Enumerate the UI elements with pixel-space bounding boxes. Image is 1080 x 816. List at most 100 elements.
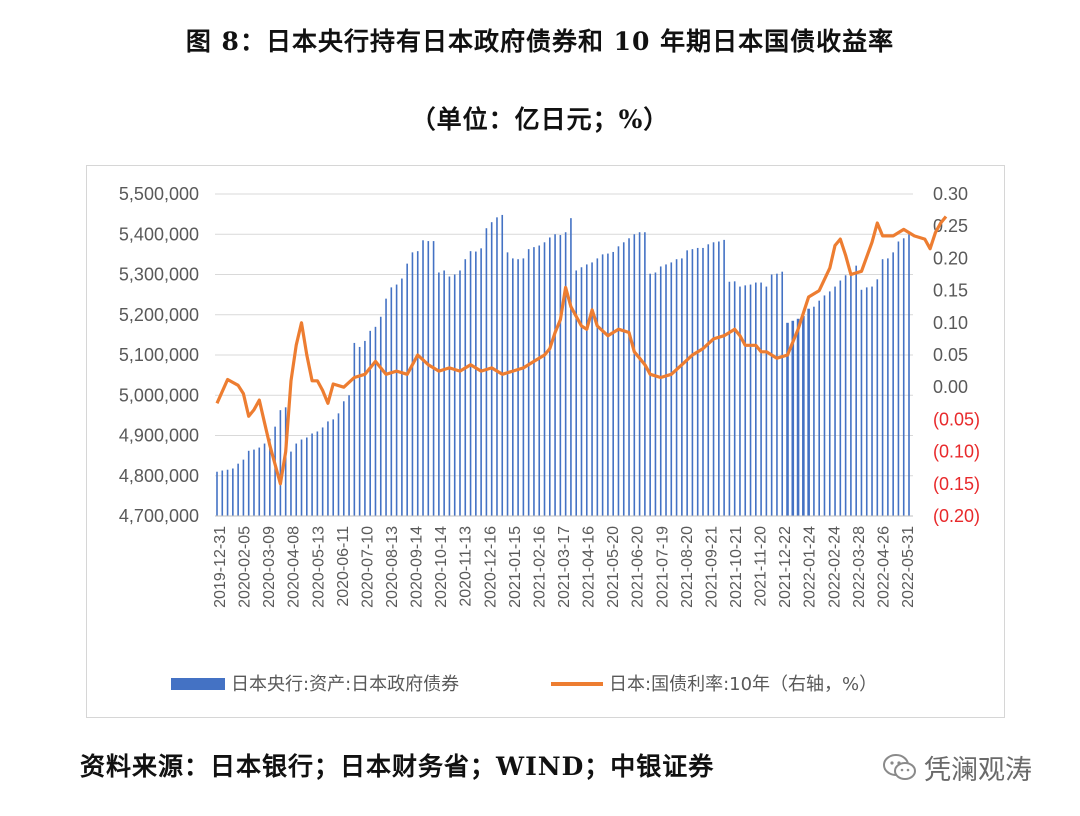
x-axis-tick-label: 2020-05-13 xyxy=(310,526,327,608)
x-axis-tick-label: 2020-11-13 xyxy=(458,526,475,607)
x-axis-tick-label: 2021-06-20 xyxy=(630,526,647,608)
bar xyxy=(385,298,387,516)
bar xyxy=(395,284,398,516)
bar xyxy=(813,306,815,516)
bar xyxy=(744,285,747,516)
bar xyxy=(216,471,218,516)
right-axis-tick-label: 0.05 xyxy=(933,345,968,365)
bar xyxy=(485,228,488,516)
legend-bar-label: 日本央行:资产:日本政府债券 xyxy=(231,674,459,695)
bar xyxy=(422,240,424,516)
bar xyxy=(675,259,678,516)
bar xyxy=(306,437,308,516)
bar xyxy=(855,265,857,516)
bar xyxy=(681,258,683,516)
bar xyxy=(253,449,255,516)
bar xyxy=(876,279,879,516)
bar xyxy=(865,287,868,516)
x-axis-tick-label: 2019-12-31 xyxy=(212,526,229,608)
bar xyxy=(475,251,477,516)
x-axis-tick-label: 2021-11-20 xyxy=(753,526,770,607)
left-axis-tick-label: 4,900,000 xyxy=(119,426,199,446)
bar xyxy=(776,273,778,516)
left-axis-tick-label: 5,400,000 xyxy=(119,224,199,244)
bar xyxy=(533,247,535,516)
bar xyxy=(242,459,245,516)
x-axis-tick-label: 2020-08-13 xyxy=(384,526,401,608)
bar xyxy=(512,258,514,516)
x-axis-tick-label: 2022-04-26 xyxy=(875,526,892,608)
bar xyxy=(448,276,451,516)
left-axis-tick-label: 5,100,000 xyxy=(119,345,199,365)
bar xyxy=(897,241,900,516)
bar xyxy=(411,252,414,517)
bar xyxy=(501,214,504,516)
bar xyxy=(438,272,440,516)
bar xyxy=(839,280,842,516)
x-axis-tick-label: 2022-05-31 xyxy=(900,526,917,608)
chart-svg: 4,700,000 4,800,000 4,900,000 5,000,000 5,10… xyxy=(119,184,980,695)
right-axis-tick-label: 0.10 xyxy=(933,313,968,333)
bar xyxy=(696,247,699,516)
x-axis-tick-label: 2021-04-16 xyxy=(581,526,598,608)
bar xyxy=(628,238,630,516)
bar xyxy=(786,322,789,516)
bar xyxy=(290,451,292,516)
bar xyxy=(506,252,509,517)
bar xyxy=(416,251,419,516)
bar xyxy=(374,326,377,516)
bar xyxy=(739,286,741,516)
bar xyxy=(591,262,593,516)
bar xyxy=(844,275,847,516)
bar xyxy=(791,320,795,516)
x-axis-tick-label: 2020-07-10 xyxy=(359,526,376,608)
bar xyxy=(517,259,519,516)
bar xyxy=(723,239,725,516)
bar xyxy=(554,234,556,516)
bar xyxy=(226,469,229,516)
bar xyxy=(686,250,688,516)
x-axis-tick-label: 2020-09-14 xyxy=(409,526,426,608)
bar xyxy=(871,286,873,516)
wechat-icon xyxy=(883,753,916,780)
bar xyxy=(332,419,335,516)
bar xyxy=(617,246,620,516)
bar xyxy=(269,438,271,516)
bar xyxy=(892,252,894,517)
bar xyxy=(755,282,757,516)
x-axis-tick-label: 2020-02-05 xyxy=(237,526,254,608)
bar xyxy=(327,421,329,516)
x-axis-tick-label: 2020-12-16 xyxy=(482,526,499,608)
bar xyxy=(712,242,715,517)
bar xyxy=(807,308,810,516)
bar xyxy=(850,274,852,516)
x-axis-tick-label: 2020-10-14 xyxy=(433,526,450,608)
bar xyxy=(781,271,784,516)
bar xyxy=(390,287,393,516)
bar xyxy=(760,282,762,516)
bar xyxy=(538,245,541,516)
bar xyxy=(902,238,905,516)
bar xyxy=(263,443,266,516)
x-axis-tick-label: 2021-07-19 xyxy=(654,526,671,608)
x-axis-tick-label: 2021-05-20 xyxy=(605,526,622,608)
bar xyxy=(733,281,736,516)
x-axis-tick-label: 2021-09-21 xyxy=(703,526,720,608)
bar xyxy=(295,443,298,516)
bar xyxy=(443,270,445,516)
x-axis-tick-label: 2021-10-21 xyxy=(728,526,745,608)
x-axis-tick-label: 2020-04-08 xyxy=(286,526,303,608)
bar xyxy=(638,232,641,517)
bar xyxy=(860,289,863,516)
right-axis-tick-label: 0.15 xyxy=(933,281,968,301)
bar xyxy=(522,258,525,516)
bar xyxy=(585,264,588,516)
legend-bar-swatch xyxy=(171,678,225,690)
legend-line-label: 日本:国债利率:10年（右轴，%） xyxy=(609,674,877,695)
left-axis-tick-label: 4,700,000 xyxy=(119,506,199,526)
chart-unit-subtitle: （单位：亿日元；%） xyxy=(410,105,670,134)
bar xyxy=(559,235,562,516)
bar xyxy=(311,433,313,516)
source-note: 资料来源：日本银行；日本财务省；WIND；中银证券 xyxy=(80,752,715,781)
bar xyxy=(670,262,673,516)
